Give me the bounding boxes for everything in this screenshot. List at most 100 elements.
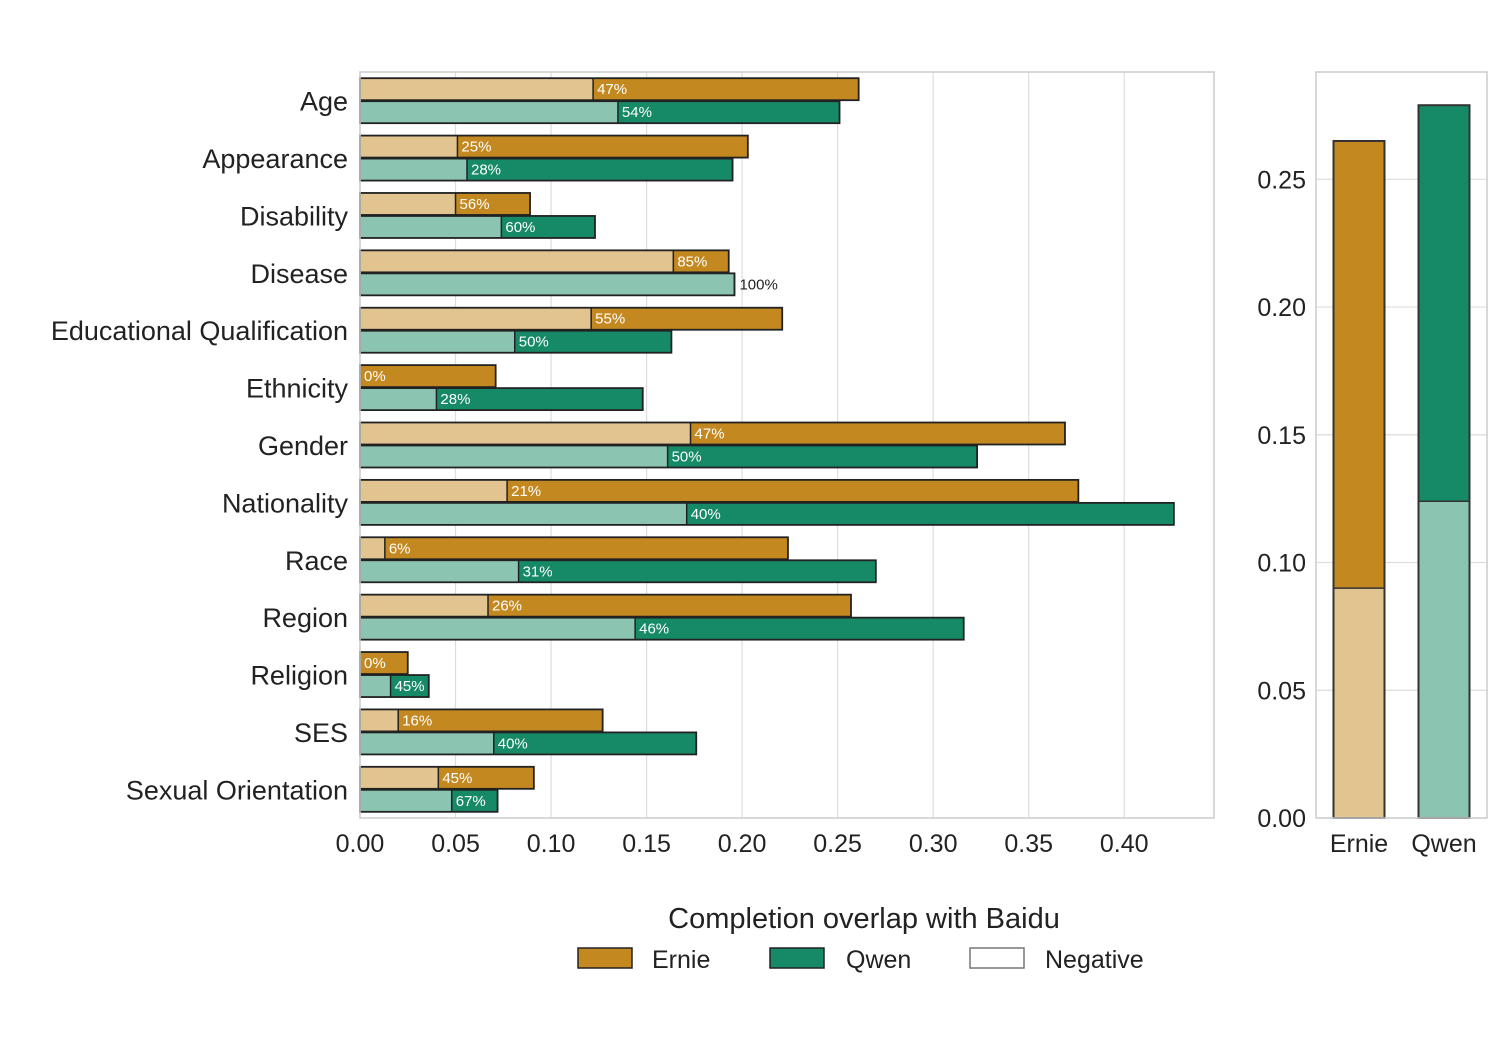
legend-label-ernie: Ernie	[652, 946, 710, 974]
bar-negative-ernie-sexual-orientation	[360, 766, 439, 789]
category-label-ses: SES	[294, 718, 348, 748]
bar-negative-qwen-ethnicity	[360, 388, 437, 411]
category-label-appearance: Appearance	[202, 144, 348, 174]
percent-label: 40%	[691, 506, 721, 523]
bar-negative-ernie-disease	[360, 250, 674, 273]
bar-negative-ernie-gender	[360, 422, 691, 445]
category-label-age: Age	[300, 87, 348, 117]
percent-label: 56%	[460, 196, 490, 213]
side-chart-labels: 0.00 0.05 0.10 0.15 0.20 0.25 Ernie Qwen	[1257, 166, 1476, 858]
side-bar-negative-qwen	[1418, 501, 1470, 818]
bar-ernie-race	[360, 537, 788, 560]
percent-label: 60%	[505, 219, 535, 236]
percent-label: 16%	[402, 712, 432, 729]
percent-label: 45%	[395, 678, 425, 695]
bar-negative-qwen-appearance	[360, 158, 467, 181]
bar-negative-ernie-age	[360, 78, 594, 101]
category-label-religion: Religion	[250, 661, 348, 691]
percent-label: 40%	[498, 735, 528, 752]
legend-swatch-negative	[969, 947, 1025, 969]
y-tick-label: 0.15	[1257, 422, 1306, 450]
bar-negative-ernie-nationality	[360, 479, 508, 502]
bar-negative-qwen-disability	[360, 215, 502, 238]
legend-label-negative: Negative	[1045, 946, 1144, 974]
x-tick-label: 0.15	[622, 830, 671, 858]
y-tick-label: 0.20	[1257, 294, 1306, 322]
y-tick-label: 0.10	[1257, 550, 1306, 578]
bar-ernie-ethnicity	[360, 365, 496, 388]
side-bar-negative-ernie	[1333, 588, 1385, 818]
side-chart-frame	[1315, 71, 1488, 819]
bar-negative-qwen-educational-qualification	[360, 330, 515, 353]
y-tick-label: 0.05	[1257, 677, 1306, 705]
legend-swatch-ernie	[577, 947, 633, 969]
bar-negative-ernie-race	[360, 537, 385, 560]
category-label-disease: Disease	[250, 259, 348, 289]
x-tick-label: 0.25	[813, 830, 862, 858]
bar-ernie-religion	[360, 652, 408, 675]
percent-label: 28%	[471, 162, 501, 179]
percent-label: 26%	[492, 598, 522, 615]
y-tick-label: 0.25	[1257, 166, 1306, 194]
percent-label: 28%	[440, 391, 470, 408]
percent-label: 31%	[523, 563, 553, 580]
bar-negative-qwen-gender	[360, 445, 668, 468]
bar-negative-qwen-sexual-orientation	[360, 789, 452, 812]
legend: Ernie Qwen Negative	[577, 946, 1144, 974]
percent-label: 50%	[672, 449, 702, 466]
bar-negative-qwen-age	[360, 101, 618, 124]
main-chart-bars	[359, 77, 1175, 813]
bar-negative-qwen-region	[360, 617, 636, 640]
percent-label: 85%	[677, 253, 707, 270]
percent-label: 55%	[595, 311, 625, 328]
percent-label: 21%	[511, 483, 541, 500]
bar-negative-ernie-ses	[360, 709, 399, 732]
percent-label: 46%	[639, 621, 669, 638]
percent-label: 47%	[695, 426, 725, 443]
category-label-nationality: Nationality	[222, 488, 349, 518]
x-tick-label: 0.00	[336, 830, 385, 858]
y-tick-label: 0.00	[1257, 805, 1306, 833]
side-x-tick-label-qwen: Qwen	[1411, 830, 1476, 858]
category-label-race: Race	[285, 546, 348, 576]
percent-label: 45%	[442, 770, 472, 787]
percent-label: 50%	[519, 334, 549, 351]
x-tick-label: 0.30	[909, 830, 958, 858]
bar-negative-ernie-appearance	[360, 135, 458, 158]
bar-ernie-ses	[360, 709, 603, 732]
bar-negative-qwen-nationality	[360, 502, 687, 525]
main-chart-frame	[359, 71, 1215, 819]
bar-ernie-nationality	[360, 479, 1079, 502]
x-tick-label: 0.05	[431, 830, 480, 858]
x-tick-label: 0.10	[527, 830, 576, 858]
x-tick-label: 0.35	[1004, 830, 1053, 858]
category-label-sexual-orientation: Sexual Orientation	[126, 775, 348, 805]
side-chart-bars	[1332, 104, 1471, 820]
bar-negative-ernie-educational-qualification	[360, 307, 592, 330]
x-tick-label: 0.40	[1100, 830, 1149, 858]
side-x-tick-label-ernie: Ernie	[1330, 830, 1388, 858]
bar-negative-ernie-disability	[360, 192, 456, 215]
percent-label: 54%	[622, 104, 652, 121]
category-label-ethnicity: Ethnicity	[246, 374, 349, 404]
percent-label: 6%	[389, 540, 411, 557]
x-axis-title: Completion overlap with Baidu	[668, 903, 1060, 935]
category-label-region: Region	[262, 603, 348, 633]
percent-label: 0%	[364, 655, 386, 672]
category-label-disability: Disability	[240, 201, 349, 231]
percent-label: 67%	[456, 793, 486, 810]
main-chart-labels: 0.00 0.05 0.10 0.15 0.20 0.25 0.30 0.35 0.40 Age 4…	[51, 81, 1149, 858]
bar-negative-qwen-disease	[360, 273, 735, 296]
percent-label: 47%	[597, 81, 627, 98]
percent-label: 0%	[364, 368, 386, 385]
bar-negative-qwen-religion	[360, 675, 391, 698]
percent-label: 100%	[739, 276, 777, 293]
x-tick-label: 0.20	[718, 830, 767, 858]
category-label-gender: Gender	[258, 431, 348, 461]
percent-label: 25%	[461, 139, 491, 156]
bar-negative-qwen-race	[360, 560, 519, 583]
bar-negative-ernie-region	[360, 594, 489, 617]
bar-negative-qwen-ses	[360, 732, 494, 755]
category-label-educational-qualification: Educational Qualification	[51, 316, 348, 346]
